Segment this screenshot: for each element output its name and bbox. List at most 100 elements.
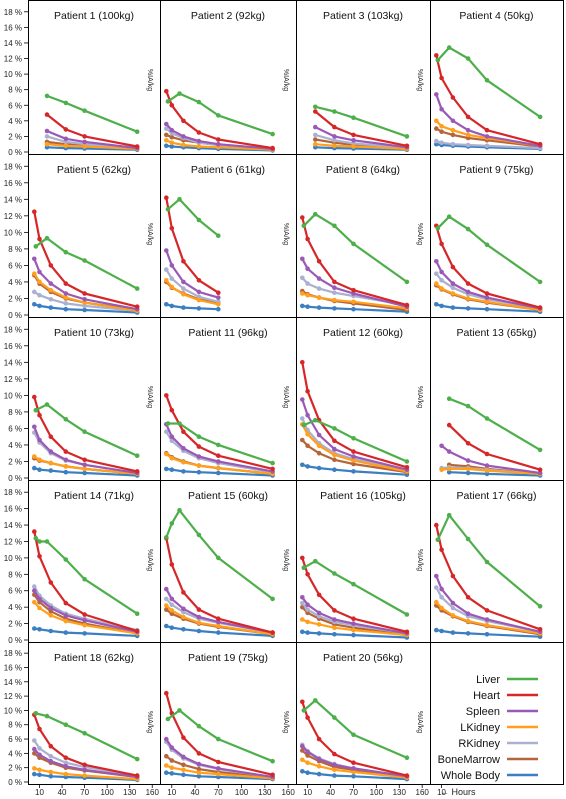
data-point xyxy=(164,753,169,759)
data-point xyxy=(351,469,356,474)
y-tick-label: 14 % xyxy=(4,521,22,530)
data-point xyxy=(82,139,87,145)
data-point xyxy=(32,738,37,743)
data-point xyxy=(439,303,444,309)
data-point xyxy=(316,613,322,619)
data-point xyxy=(434,138,439,144)
series-line xyxy=(33,211,138,308)
data-point xyxy=(351,621,356,626)
data-point xyxy=(48,468,54,473)
series-line xyxy=(435,94,541,147)
data-point xyxy=(63,464,69,469)
data-point xyxy=(134,773,140,778)
data-point xyxy=(351,449,356,454)
data-point xyxy=(196,444,202,449)
data-point xyxy=(316,286,322,291)
series-line xyxy=(315,105,408,138)
data-point xyxy=(37,437,42,443)
data-point xyxy=(134,286,140,291)
data-point xyxy=(181,735,186,740)
data-point xyxy=(82,767,87,773)
data-point xyxy=(465,441,471,446)
y-tick-label: 12 % xyxy=(4,375,22,384)
data-point xyxy=(82,297,87,302)
data-point xyxy=(169,284,175,290)
data-point xyxy=(305,610,310,616)
data-point xyxy=(48,613,54,618)
data-point xyxy=(196,99,202,105)
data-point xyxy=(300,291,305,296)
data-point xyxy=(164,736,169,742)
data-point xyxy=(484,78,490,83)
data-point xyxy=(332,290,337,296)
data-point xyxy=(32,289,37,295)
data-point xyxy=(484,471,490,477)
data-point xyxy=(169,521,175,526)
data-point xyxy=(351,458,356,463)
data-point xyxy=(48,281,54,286)
data-point xyxy=(332,632,337,637)
data-point xyxy=(270,630,275,635)
data-point xyxy=(332,452,337,458)
data-point xyxy=(332,773,337,778)
data-point xyxy=(439,124,444,129)
data-point xyxy=(164,451,169,457)
series-line xyxy=(301,362,408,469)
data-point xyxy=(332,571,337,576)
data-point xyxy=(196,454,202,459)
data-point xyxy=(169,140,175,145)
data-point xyxy=(37,303,42,309)
data-point xyxy=(44,402,50,407)
data-point xyxy=(82,576,87,582)
data-point xyxy=(316,450,322,456)
series-line xyxy=(46,135,138,150)
y-tick-label: 10 % xyxy=(4,70,22,79)
data-point xyxy=(48,297,54,302)
data-point xyxy=(181,609,186,615)
y-tick-label: 2 % xyxy=(8,294,22,303)
panel-frame xyxy=(160,0,297,155)
data-point xyxy=(446,449,452,454)
data-point xyxy=(537,604,543,609)
data-point xyxy=(450,613,456,618)
data-point xyxy=(48,769,54,775)
data-point xyxy=(181,590,186,595)
data-point xyxy=(216,619,221,625)
data-point xyxy=(164,267,169,272)
data-point xyxy=(300,617,305,622)
data-point xyxy=(82,300,87,305)
data-point xyxy=(439,286,444,291)
data-point xyxy=(216,306,221,312)
data-point xyxy=(169,127,175,133)
data-point xyxy=(44,93,50,99)
data-point xyxy=(484,559,490,565)
data-point xyxy=(63,417,69,422)
panel-ylabel: %IA/kg xyxy=(146,69,153,91)
data-point xyxy=(33,407,39,413)
x-tick-label: 160 xyxy=(281,788,295,797)
data-point xyxy=(32,751,37,756)
data-point xyxy=(351,115,356,120)
x-tick-label: 10 xyxy=(437,788,446,797)
panel-title: Patient 4 (50kg) xyxy=(459,10,533,22)
data-point xyxy=(181,134,186,139)
data-point xyxy=(537,141,543,147)
data-point xyxy=(404,629,410,635)
data-point xyxy=(48,580,54,585)
data-point xyxy=(82,470,87,476)
data-point xyxy=(484,291,490,296)
y-tick-label: 18 % xyxy=(4,325,22,334)
x-tick-label: 70 xyxy=(349,788,358,797)
panel-ylabel: %IA/kg xyxy=(416,386,423,408)
data-point xyxy=(305,572,310,577)
data-point xyxy=(48,743,54,749)
data-point xyxy=(164,302,169,307)
data-point xyxy=(439,595,444,600)
legend: Liver Heart Spleen LKidney RKidney BoneMarrow… xyxy=(438,674,538,782)
data-point xyxy=(181,767,186,773)
data-point xyxy=(164,138,169,143)
data-point xyxy=(48,605,54,611)
data-point xyxy=(300,629,305,635)
panel-title: Patient 5 (62kg) xyxy=(57,164,131,176)
data-point xyxy=(300,555,305,561)
